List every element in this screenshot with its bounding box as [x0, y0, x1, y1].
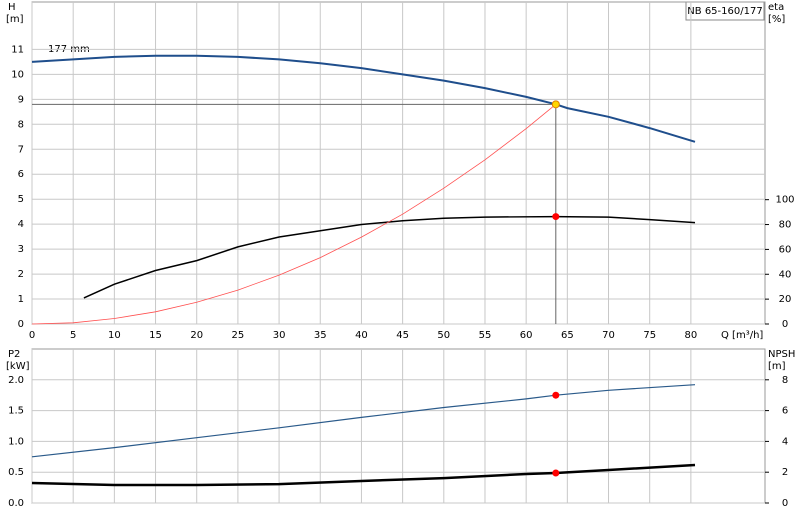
- y-tick-label: 9: [18, 94, 24, 105]
- y2-tick-label: 40: [779, 269, 792, 280]
- x-axis-label: Q [m³/h]: [721, 330, 763, 341]
- y2-tick-label: 8: [782, 375, 788, 386]
- y-tick-label: 2.0: [8, 375, 24, 386]
- x-tick-label: 45: [396, 330, 409, 341]
- x-tick-label: 50: [437, 330, 450, 341]
- x-tick-label: 60: [520, 330, 533, 341]
- y-tick-label: 2: [18, 269, 24, 280]
- chart-title: NB 65-160/177: [687, 6, 762, 17]
- y2-tick-label: 6: [782, 406, 788, 417]
- x-tick-label: 30: [273, 330, 286, 341]
- x-tick-label: 80: [685, 330, 698, 341]
- y-axis-label: H: [8, 2, 16, 13]
- y2-tick-label: 2: [782, 467, 788, 478]
- y-tick-label: 0.0: [8, 498, 24, 509]
- y2-tick-label: 20: [779, 294, 792, 305]
- y2-tick-label: 4: [782, 436, 788, 447]
- y-axis-label: P2: [8, 349, 20, 360]
- y-tick-label: 1.0: [8, 436, 24, 447]
- y-tick-label: 6: [18, 169, 24, 180]
- x-tick-label: 75: [643, 330, 656, 341]
- x-tick-label: 15: [149, 330, 162, 341]
- x-tick-label: 70: [602, 330, 615, 341]
- x-tick-label: 20: [190, 330, 203, 341]
- y-tick-label: 1.5: [8, 406, 24, 417]
- point-marker: [552, 391, 560, 399]
- x-tick-label: 25: [232, 330, 245, 341]
- y2-tick-label: 80: [779, 220, 792, 231]
- point-marker: [552, 469, 560, 477]
- curve: [31, 463, 696, 487]
- x-tick-label: 55: [479, 330, 492, 341]
- y2-axis-label: NPSH: [768, 349, 795, 360]
- y-tick-label: 8: [18, 119, 24, 130]
- y2-tick-label: 0: [782, 498, 788, 509]
- y2-tick-label: 100: [775, 195, 794, 206]
- x-tick-label: 0: [29, 330, 35, 341]
- curve: [83, 215, 696, 299]
- x-tick-label: 5: [70, 330, 76, 341]
- y2-axis-label: eta: [768, 2, 784, 13]
- x-tick-label: 35: [314, 330, 327, 341]
- y-tick-label: 3: [18, 244, 24, 255]
- curve: [31, 103, 557, 325]
- y-tick-label: 5: [18, 194, 24, 205]
- y-tick-label: 10: [11, 69, 24, 80]
- x-tick-label: 40: [355, 330, 368, 341]
- y-tick-label: 1: [18, 294, 24, 305]
- y-tick-label: 11: [11, 44, 24, 55]
- point-marker: [552, 213, 560, 221]
- y2-axis-unit: [m]: [768, 361, 786, 372]
- x-tick-label: 65: [561, 330, 574, 341]
- curve: [31, 384, 696, 458]
- x-tick-label: 10: [108, 330, 121, 341]
- y2-tick-label: 60: [779, 244, 792, 255]
- y2-tick-label: 0: [782, 319, 788, 330]
- y-tick-label: 0: [18, 319, 24, 330]
- curve: [31, 54, 696, 143]
- y-axis-unit: [kW]: [6, 361, 30, 372]
- y-tick-label: 4: [18, 219, 24, 230]
- point-marker: [551, 100, 560, 109]
- y-tick-label: 0.5: [8, 467, 24, 478]
- y-tick-label: 7: [18, 144, 24, 155]
- y2-axis-unit: [%]: [768, 14, 785, 25]
- y-axis-unit: [m]: [6, 14, 24, 25]
